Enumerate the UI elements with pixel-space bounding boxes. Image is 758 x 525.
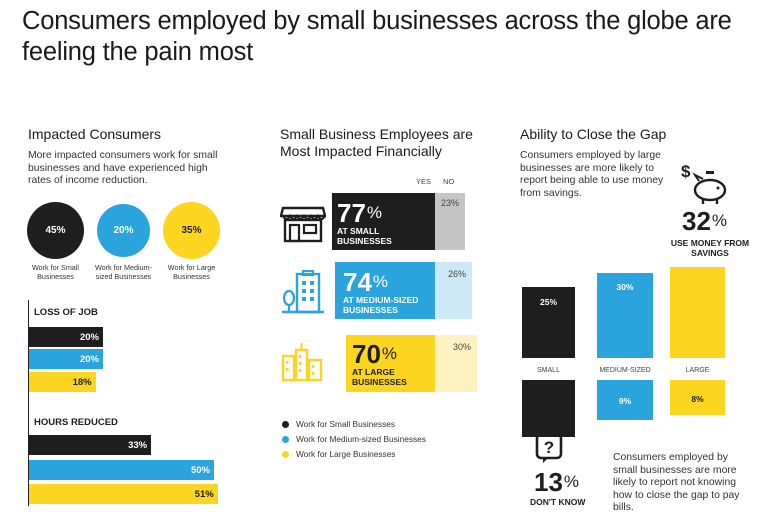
no-header: NO <box>443 177 455 186</box>
category-small: SMALL <box>537 367 560 374</box>
no-value-large: 30% <box>453 342 472 352</box>
yes-bar-small <box>332 193 435 250</box>
legend-dot-medium <box>282 435 289 443</box>
impacted-body: More impacted consumers work for small b… <box>28 150 218 187</box>
hours-bar-small: 33% <box>29 435 152 455</box>
yes-bar-medium <box>335 262 435 319</box>
loss-bar-large: 18% <box>29 372 96 392</box>
yes-header: YES <box>416 177 432 186</box>
dontknow-bar-large <box>670 380 725 416</box>
dontknow-label: DON'T KNOW <box>530 497 586 507</box>
no-bar-large <box>435 335 477 392</box>
no-value-medium: 26% <box>448 269 467 279</box>
dontknow-value-medium: 9% <box>618 396 632 406</box>
yes-large-pct: % <box>381 344 398 363</box>
no-bar-medium <box>435 262 472 319</box>
yes-value-small: 77% <box>337 200 382 226</box>
financial-heading: Small Business Employees are Most Impact… <box>280 126 473 159</box>
yes-value-medium: 74% <box>343 269 388 295</box>
question-icon: ? <box>535 432 563 463</box>
legend-medium: Work for Medium-sized Businesses <box>282 434 426 444</box>
dontknow-big-pct: % <box>563 472 580 491</box>
legend-dot-large <box>282 450 289 458</box>
hours-reduced-heading: HOURS REDUCED <box>34 417 118 428</box>
savings-big-number: 32 <box>682 206 711 236</box>
circle-large-value: 35% <box>181 225 202 236</box>
yes-value-large: 70% <box>352 341 397 367</box>
hours-bar-large: 51% <box>29 484 218 504</box>
savings-bar-medium <box>597 272 653 358</box>
legend-label-large: Work for Large Businesses <box>296 449 396 459</box>
yes-bar-large <box>346 335 435 392</box>
yes-small-number: 77 <box>337 198 366 228</box>
yes-medium-number: 74 <box>343 267 372 297</box>
category-large: LARGE <box>685 367 710 374</box>
legend-label-medium: Work for Medium-sized Businesses <box>296 434 426 444</box>
bar-axis-line <box>28 300 29 506</box>
circle-small: 45% <box>27 202 84 259</box>
dontknow-big-number: 13 <box>534 467 563 497</box>
gap-heading: Ability to Close the Gap <box>520 126 667 142</box>
circle-large-label: Work for Large Businesses <box>167 263 216 281</box>
circle-medium: 20% <box>97 204 150 257</box>
savings-big-value: 32% <box>682 208 727 234</box>
loss-of-job-heading: LOSS OF JOB <box>34 307 98 318</box>
dontknow-bar-small <box>522 380 575 438</box>
page-title: Consumers employed by small businesses a… <box>22 7 732 66</box>
gap-body: Consumers employed by large businesses a… <box>520 150 664 199</box>
yes-sub-large: AT LARGE BUSINESSES <box>352 367 407 387</box>
yes-sub-small: AT SMALL BUSINESSES <box>337 226 392 246</box>
circle-medium-value: 20% <box>113 225 134 236</box>
dontknow-big-value: 13% <box>534 469 579 495</box>
impacted-heading: Impacted Consumers <box>28 126 162 142</box>
legend-label-small: Work for Small Businesses <box>296 419 395 429</box>
office-tree-icon <box>282 270 324 314</box>
yes-sub-medium: AT MEDIUM-SIZED BUSINESSES <box>343 295 419 315</box>
no-value-small: 23% <box>441 198 460 208</box>
dontknow-value-large: 8% <box>691 394 704 404</box>
legend-small: Work for Small Businesses <box>282 419 395 429</box>
gap-bottom-body: Consumers employed by small businesses a… <box>613 452 740 514</box>
loss-bar-small: 20% <box>29 327 103 347</box>
savings-bar-large <box>670 266 725 358</box>
piggy-bank-icon: $ <box>681 162 727 204</box>
savings-big-pct: % <box>711 211 728 230</box>
legend-large: Work for Large Businesses <box>282 449 395 459</box>
circle-medium-label: Work for Medium-sized Businesses <box>95 263 152 281</box>
yes-large-number: 70 <box>352 339 381 369</box>
savings-label: USE MONEY FROM SAVINGS <box>670 238 750 258</box>
hours-bar-medium: 50% <box>29 460 214 480</box>
svg-text:?: ? <box>544 438 554 457</box>
circle-small-value: 45% <box>45 225 66 236</box>
category-medium: MEDIUM-SIZED <box>599 367 651 374</box>
dontknow-bar-medium <box>597 380 653 420</box>
storefront-icon <box>280 206 326 243</box>
yes-small-pct: % <box>366 203 383 222</box>
savings-value-medium: 30% <box>616 282 634 292</box>
loss-bar-medium: 20% <box>29 349 103 369</box>
legend-dot-small <box>282 420 289 428</box>
savings-bar-small <box>522 286 575 358</box>
circle-small-label: Work for Small Businesses <box>32 263 79 281</box>
svg-text:$: $ <box>681 162 691 181</box>
yes-medium-pct: % <box>372 272 389 291</box>
savings-value-small: 25% <box>539 297 557 307</box>
circle-large: 35% <box>163 202 220 259</box>
skyline-icon <box>281 343 323 382</box>
no-bar-small <box>435 193 465 250</box>
